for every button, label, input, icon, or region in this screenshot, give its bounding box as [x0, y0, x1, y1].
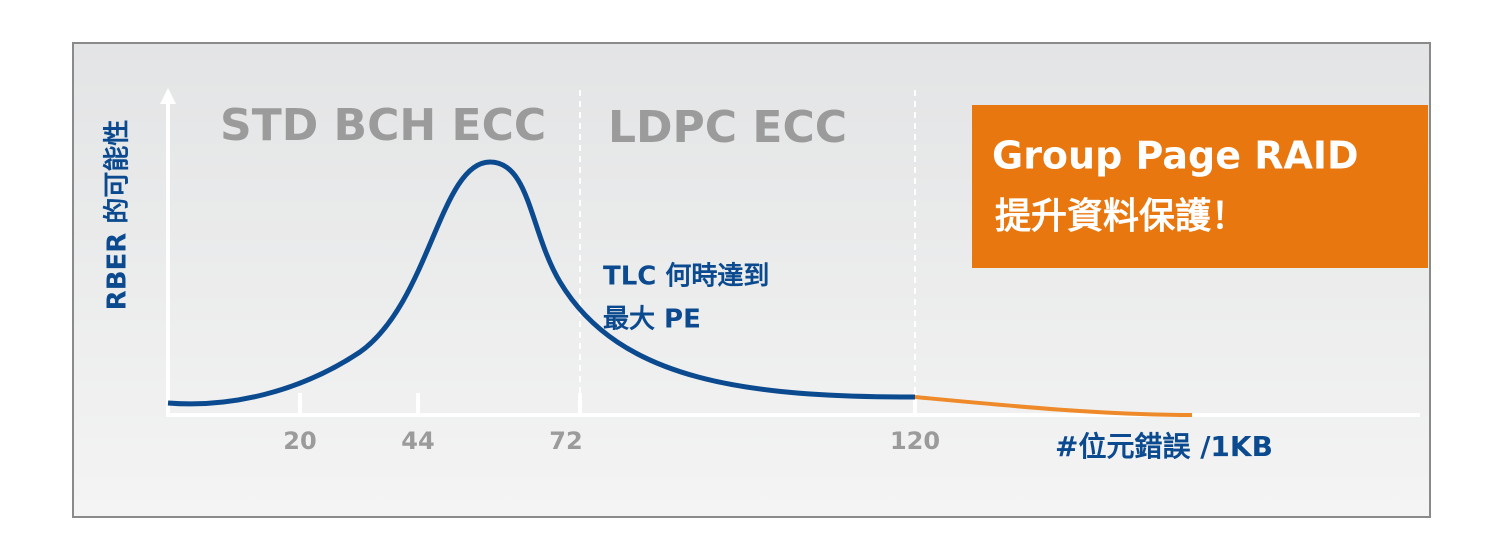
y-axis-label: RBER 的可能性 — [102, 120, 133, 311]
region-label: LDPC ECC — [608, 102, 847, 153]
x-tick-label: 20 — [283, 427, 316, 455]
x-tick-label: 120 — [890, 427, 940, 455]
curve-extension — [914, 395, 1193, 417]
callout-box — [972, 105, 1428, 268]
annotation: 最大 PE — [603, 305, 701, 335]
annotation: TLC 何時達到 — [603, 262, 769, 292]
callout-subtitle: 提升資料保護！ — [995, 196, 1247, 237]
x-tick-label: 72 — [549, 427, 582, 455]
y-axis-arrow — [160, 88, 176, 104]
curve — [167, 159, 916, 407]
callout-title: Group Page RAID — [992, 134, 1359, 178]
x-ticks — [298, 393, 917, 415]
x-tick-label: 44 — [401, 427, 434, 455]
x-axis-label: #位元錯誤 /1KB — [1055, 430, 1273, 463]
region-label: STD BCH ECC — [220, 100, 546, 151]
